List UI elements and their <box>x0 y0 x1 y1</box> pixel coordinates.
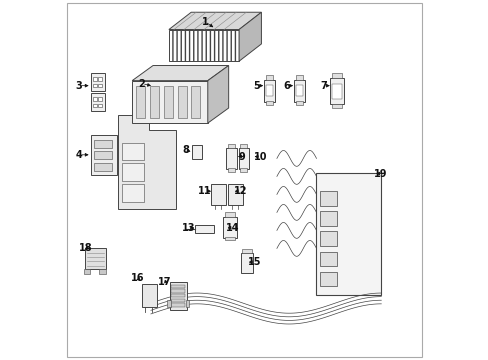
Bar <box>242 249 251 253</box>
Text: 12: 12 <box>234 186 247 196</box>
Bar <box>177 86 186 118</box>
Bar <box>122 184 143 202</box>
Polygon shape <box>118 115 176 209</box>
Text: 1: 1 <box>201 17 208 27</box>
Text: 16: 16 <box>130 273 143 283</box>
Bar <box>93 104 97 107</box>
Text: 4: 4 <box>75 150 82 160</box>
Bar <box>91 73 104 91</box>
Bar <box>295 101 303 105</box>
Text: 13: 13 <box>182 222 195 233</box>
Bar <box>98 84 102 87</box>
Bar <box>228 184 242 205</box>
Text: 9: 9 <box>239 152 245 162</box>
Polygon shape <box>132 66 228 81</box>
Bar <box>141 284 156 307</box>
Text: 19: 19 <box>373 168 386 179</box>
Bar <box>331 104 342 108</box>
Polygon shape <box>207 66 228 123</box>
Text: 18: 18 <box>79 243 92 253</box>
Bar <box>316 173 380 295</box>
Bar <box>91 135 117 175</box>
Text: 10: 10 <box>254 152 267 162</box>
Bar <box>241 253 253 273</box>
Bar <box>93 97 97 101</box>
Bar <box>224 212 235 217</box>
Bar <box>320 252 337 266</box>
Bar <box>240 144 247 148</box>
Bar <box>168 30 239 61</box>
Bar <box>167 300 170 307</box>
Bar <box>150 86 159 118</box>
Text: 2: 2 <box>138 78 145 89</box>
Bar <box>94 140 111 148</box>
Bar <box>91 93 104 111</box>
Bar <box>93 84 97 87</box>
Bar <box>195 225 213 233</box>
Text: 6: 6 <box>283 81 290 91</box>
Bar <box>294 80 305 102</box>
Bar <box>295 75 303 80</box>
Bar <box>94 151 111 159</box>
Bar <box>171 294 185 297</box>
Bar <box>320 272 337 286</box>
Bar <box>98 97 102 101</box>
Bar <box>240 168 247 172</box>
Bar <box>83 269 90 274</box>
Bar <box>329 78 343 104</box>
Bar <box>331 84 342 99</box>
Bar <box>94 163 111 171</box>
Bar <box>227 168 235 172</box>
Bar <box>98 104 102 107</box>
Bar <box>265 101 272 105</box>
Bar <box>185 300 189 307</box>
Text: 5: 5 <box>253 81 260 91</box>
Bar <box>295 85 303 96</box>
Polygon shape <box>239 12 261 61</box>
Bar <box>163 86 172 118</box>
Text: 15: 15 <box>247 257 261 267</box>
Text: 8: 8 <box>183 145 189 156</box>
Bar <box>136 86 145 118</box>
Bar <box>331 73 342 78</box>
Bar <box>264 80 274 102</box>
Text: 7: 7 <box>320 81 326 91</box>
Bar <box>223 217 237 238</box>
Bar <box>192 145 202 159</box>
Bar <box>320 191 337 206</box>
Bar <box>320 211 337 226</box>
Text: 14: 14 <box>226 222 239 233</box>
Bar <box>171 289 185 293</box>
Bar <box>171 303 185 307</box>
Polygon shape <box>168 12 261 30</box>
Text: 17: 17 <box>158 276 171 287</box>
Bar <box>211 184 225 205</box>
Bar <box>98 77 102 81</box>
Text: 3: 3 <box>75 81 82 91</box>
Bar <box>93 77 97 81</box>
Bar <box>170 282 186 310</box>
Bar <box>85 248 106 269</box>
Bar <box>320 231 337 246</box>
Bar <box>265 75 272 80</box>
Bar <box>224 237 235 240</box>
Bar <box>122 143 143 160</box>
Bar <box>227 144 235 148</box>
Bar <box>265 85 272 96</box>
Bar <box>132 81 207 123</box>
Bar <box>226 148 236 169</box>
Bar <box>171 299 185 302</box>
Bar <box>171 285 185 288</box>
Text: 11: 11 <box>198 186 211 196</box>
Bar <box>122 163 143 181</box>
Bar <box>238 148 248 169</box>
Bar <box>191 86 200 118</box>
Bar <box>99 269 105 274</box>
